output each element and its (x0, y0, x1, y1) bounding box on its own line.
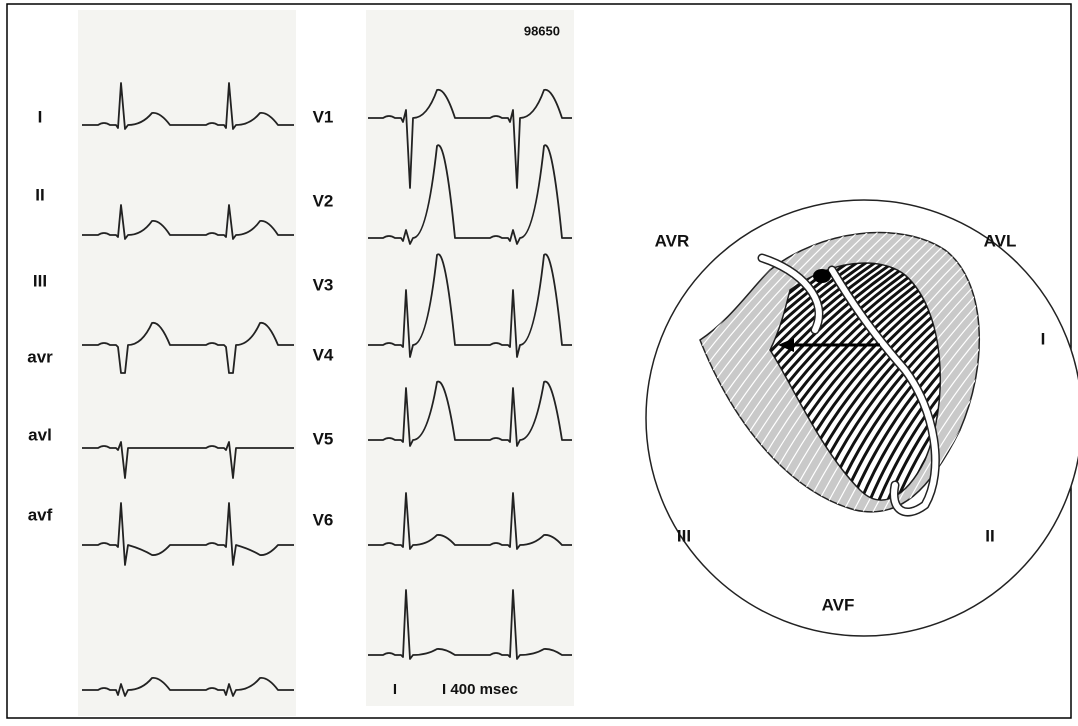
axis-label: II (985, 526, 994, 545)
calibration-marker: I (393, 681, 397, 698)
stripe (770, 263, 877, 500)
ecg-trace (82, 502, 294, 566)
lead-label: V6 (313, 510, 334, 529)
ecg-trace (82, 441, 294, 479)
stripe (770, 263, 904, 500)
arrow-head (778, 338, 794, 352)
record-number: 98650 (524, 23, 560, 38)
stripe (869, 232, 980, 512)
stripe (860, 263, 941, 500)
lead-label: avr (27, 347, 53, 366)
ecg-trace (368, 88, 572, 189)
stripe (770, 263, 931, 500)
lead-label: II (35, 185, 44, 204)
lead-label: V1 (313, 107, 334, 126)
stripe (878, 263, 941, 500)
ecg-trace (82, 82, 294, 130)
axis-label: AVL (984, 231, 1017, 250)
ecg-trace (368, 253, 572, 358)
stripe (869, 263, 941, 500)
precordial-strip (366, 10, 574, 706)
stripe (770, 263, 940, 500)
ecg-trace (368, 144, 572, 245)
stripe (700, 232, 821, 512)
heart-diagram: AVR AVL I II III AVF (645, 199, 1078, 637)
stripe (770, 263, 913, 500)
ecg-trace (368, 589, 572, 660)
lead-label: III (33, 271, 47, 290)
stripe (842, 263, 941, 500)
ecg-trace (368, 380, 572, 447)
lead-label: V2 (313, 191, 334, 210)
stripe (770, 263, 895, 500)
axis-label: AVR (655, 231, 690, 250)
ecg-trace (82, 321, 294, 374)
ecg-trace (82, 677, 294, 697)
lead-label: V5 (313, 429, 334, 448)
stripe (851, 263, 941, 500)
ecg-traces (82, 82, 572, 697)
stripe (859, 232, 980, 512)
calibration-label: I 400 msec (442, 681, 518, 698)
axis-label: III (677, 526, 691, 545)
lead-label: I (38, 107, 43, 126)
stripe (833, 263, 941, 500)
stripe (770, 263, 859, 500)
stripe (770, 263, 941, 500)
lead-label: V3 (313, 275, 334, 294)
lead-label: avl (28, 425, 52, 444)
limb-strip (78, 10, 296, 716)
lead-label: avf (28, 505, 53, 524)
ecg-trace (82, 204, 294, 240)
ecg-trace (368, 492, 572, 550)
stripe (887, 263, 941, 500)
axis-label: AVF (822, 595, 855, 614)
axis-label: I (1041, 329, 1046, 348)
lead-label: V4 (313, 345, 334, 364)
stripe (849, 232, 980, 512)
conduction-path (759, 255, 939, 516)
node (813, 269, 831, 283)
